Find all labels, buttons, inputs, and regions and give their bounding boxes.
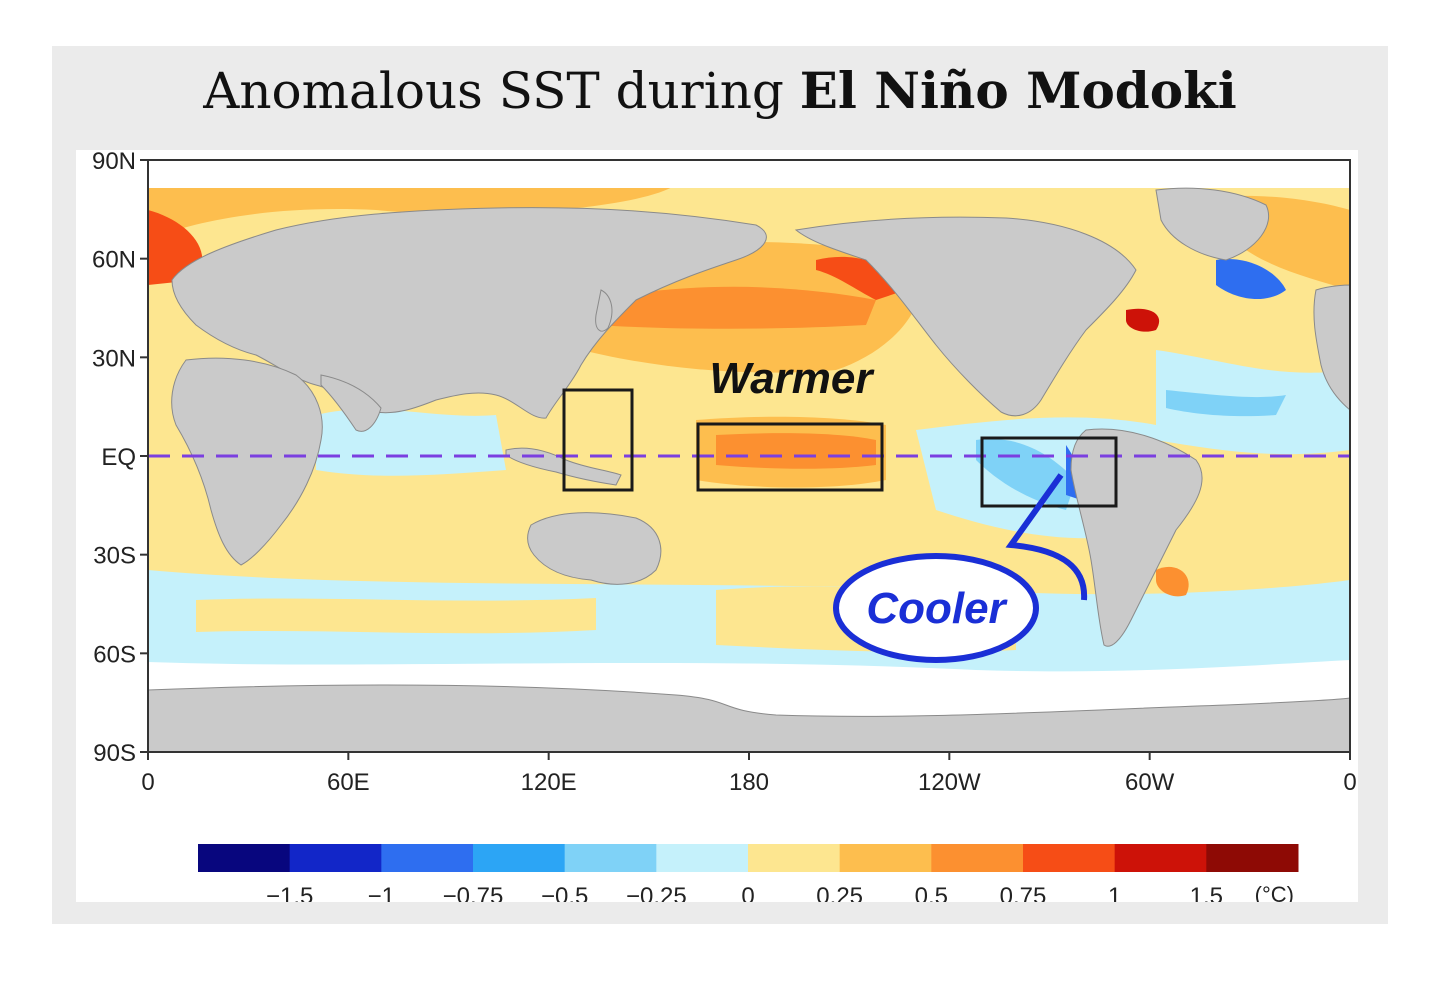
africa	[171, 357, 323, 566]
x-tick-label: 60W	[1125, 769, 1175, 796]
antarctica	[148, 684, 1350, 752]
colorbar-segment	[656, 844, 749, 872]
colorbar-tick-label: 1	[1108, 883, 1121, 902]
y-tick-label: EQ	[101, 444, 136, 471]
warmer-label: Warmer	[709, 354, 875, 403]
x-tick-label: 180	[729, 769, 769, 796]
north-atlantic-cold-spot	[1216, 259, 1286, 300]
south-atlantic-warm	[1156, 566, 1189, 597]
colorbar-unit: (°C)	[1255, 882, 1294, 902]
colorbar-tick-label: 1.5	[1190, 883, 1223, 902]
southern-warm-streak	[196, 598, 596, 634]
greenland	[1155, 187, 1270, 261]
north-america	[794, 216, 1137, 417]
y-tick-label: 60S	[93, 641, 136, 668]
x-tick-label: 0	[1343, 769, 1356, 796]
australia	[527, 512, 662, 585]
map-figure: Warmer Cooler 90N 60N 30N EQ 30S 60S 90S 0 60E 1…	[76, 150, 1358, 902]
colorbar-segment	[748, 844, 841, 872]
colorbar-tick-label: 0	[741, 883, 754, 902]
y-tick-label: 30S	[93, 543, 136, 570]
x-tick-label: 60E	[327, 769, 370, 796]
y-tick-label: 90N	[92, 150, 136, 175]
colorbar-tick-label: 0.75	[1000, 883, 1047, 902]
colorbar-segment	[839, 844, 932, 872]
x-axis: 0 60E 120E 180 120W 60W 0	[141, 752, 1357, 796]
colorbar-tick-label: −0.25	[626, 883, 687, 902]
y-axis: 90N 60N 30N EQ 30S 60S 90S	[92, 150, 148, 767]
colorbar-segment	[1023, 844, 1116, 872]
arctic-sea-ice	[148, 160, 1350, 188]
atlantic-cool-streak	[1166, 390, 1286, 417]
x-tick-label: 0	[141, 769, 154, 796]
central-pacific-warmer	[716, 433, 876, 469]
south-america	[1070, 428, 1203, 647]
colorbar-tick-label: 0.5	[915, 883, 948, 902]
eastern-pacific-box	[980, 436, 1118, 508]
colorbar-segment	[473, 844, 566, 872]
colorbar-segment	[289, 844, 382, 872]
colorbar-tick-label: −1.5	[266, 883, 313, 902]
cooler-callout-pointer	[1005, 473, 1088, 601]
central-pacific-box	[696, 422, 884, 492]
colorbar-segment	[381, 844, 474, 872]
japan	[595, 289, 613, 332]
europe-africa-east-edge	[1313, 284, 1350, 411]
page-title: Anomalous SST during El Niño Modoki	[0, 60, 1440, 122]
x-tick-label: 120W	[918, 769, 981, 796]
sst-anomaly-map: Warmer Cooler 90N 60N 30N EQ 30S 60S 90S 0 60E 1…	[92, 150, 1357, 902]
southern-cool-band-2	[148, 620, 1350, 675]
y-tick-label: 30N	[92, 345, 136, 372]
title-regular: Anomalous SST during	[203, 62, 800, 120]
colorbar-tick-label: −1	[368, 883, 395, 902]
cooler-label: Cooler	[866, 584, 1008, 633]
gulf-stream-warm	[1126, 308, 1160, 332]
colorbar-tick-label: 0.25	[816, 883, 863, 902]
x-tick-label: 120E	[521, 769, 577, 796]
north-pacific-warmer	[596, 286, 876, 329]
colorbar-segment	[931, 844, 1024, 872]
y-tick-label: 90S	[93, 740, 136, 767]
indian-cool-zone	[316, 409, 506, 476]
western-pacific-box	[562, 388, 634, 492]
y-tick-label: 60N	[92, 247, 136, 274]
colorbar: −1.5 −1 −0.75 −0.5 −0.25 0 0.25 0.5 0.75 1 1.5 (°C)	[198, 844, 1299, 902]
cooler-callout-bubble	[833, 553, 1039, 663]
colorbar-segment	[1114, 844, 1207, 872]
land-masses	[148, 187, 1350, 752]
colorbar-segment	[564, 844, 657, 872]
colorbar-tick-label: −0.75	[443, 883, 504, 902]
colorbar-segment	[198, 844, 291, 872]
colorbar-tick-label: −0.5	[541, 883, 588, 902]
india	[320, 374, 382, 432]
colorbar-segment	[1206, 844, 1299, 872]
title-bold: El Niño Modoki	[799, 61, 1237, 120]
